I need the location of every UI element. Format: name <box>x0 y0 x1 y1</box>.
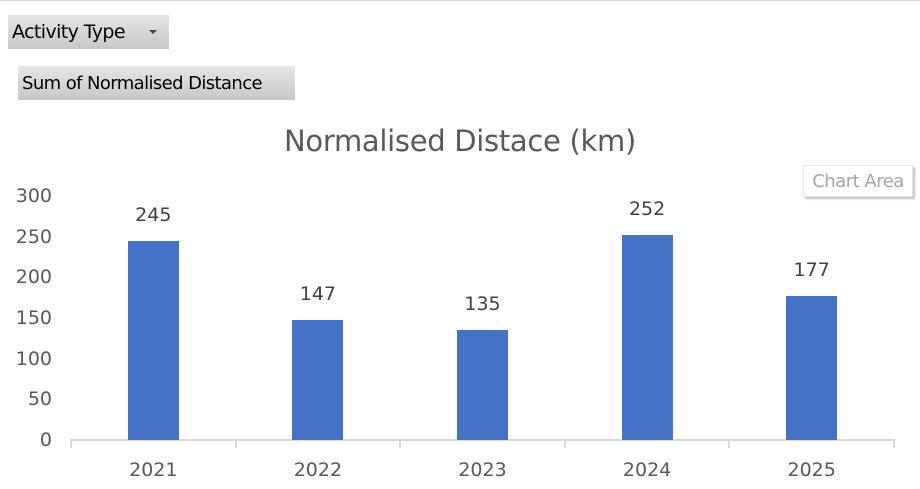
x-tick-mark <box>399 439 402 448</box>
bar-2024[interactable] <box>621 235 673 440</box>
data-label: 252 <box>628 198 666 221</box>
data-label: 177 <box>793 259 830 282</box>
x-axis-line <box>71 439 894 441</box>
data-label: 135 <box>464 293 501 316</box>
bar-2021[interactable] <box>127 240 179 440</box>
chart-title: Normalised Distace (km) <box>284 124 636 158</box>
dropdown-arrow-icon[interactable] <box>149 30 157 34</box>
data-label: 147 <box>299 283 337 306</box>
y-tick-label: 100 <box>15 347 52 370</box>
x-tick-mark <box>70 439 72 448</box>
activity-type-filter-button[interactable]: Activity Type <box>8 15 169 49</box>
y-tick-label: 150 <box>15 307 52 329</box>
x-category-label: 2021 <box>129 459 178 481</box>
x-category-label: 2022 <box>293 459 343 481</box>
y-tick-label: 50 <box>27 388 52 411</box>
data-label: 245 <box>135 203 172 226</box>
y-tick-label: 300 <box>15 185 52 207</box>
y-tick-label: 0 <box>39 429 52 451</box>
bar-2023[interactable] <box>457 330 508 440</box>
x-tick-mark <box>563 439 566 448</box>
sum-of-normalised-distance-button[interactable]: Sum of Normalised Distance <box>18 66 295 100</box>
x-tick-mark <box>234 439 237 448</box>
x-tick-mark <box>893 439 895 448</box>
x-tick-mark <box>728 439 731 448</box>
x-category-label: 2023 <box>458 459 507 481</box>
activity-type-label: Activity Type <box>12 21 126 43</box>
value-field-label: Sum of Normalised Distance <box>22 72 263 94</box>
chart-area-tooltip: Chart Area <box>803 165 913 197</box>
top-border <box>0 0 920 1</box>
x-category-label: 2024 <box>622 459 672 481</box>
bar-2025[interactable] <box>786 296 838 440</box>
bar-2022[interactable] <box>292 320 344 440</box>
x-category-label: 2025 <box>787 459 836 481</box>
y-tick-label: 250 <box>15 225 52 248</box>
y-tick-label: 200 <box>15 266 52 289</box>
